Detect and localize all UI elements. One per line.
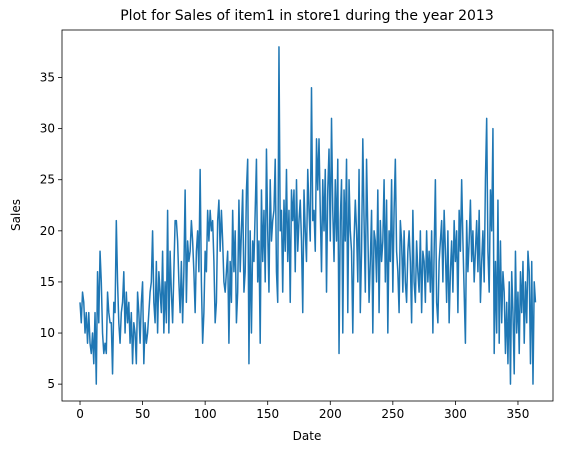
x-tick-label: 250 bbox=[381, 407, 404, 421]
x-tick-label: 350 bbox=[507, 407, 530, 421]
chart-title: Plot for Sales of item1 in store1 during… bbox=[120, 8, 494, 24]
data-line bbox=[79, 46, 537, 385]
plot-frame bbox=[61, 29, 554, 402]
x-tick-label: 0 bbox=[76, 407, 84, 421]
y-tick-label: 10 bbox=[40, 326, 55, 340]
y-tick-label: 35 bbox=[40, 71, 55, 85]
y-axis-label: Sales bbox=[9, 199, 23, 231]
x-tick-label: 200 bbox=[319, 407, 342, 421]
y-tick-label: 15 bbox=[40, 275, 55, 289]
x-tick-label: 150 bbox=[256, 407, 279, 421]
y-tick-label: 30 bbox=[40, 122, 55, 136]
y-tick-label: 25 bbox=[40, 173, 55, 187]
y-tick-label: 20 bbox=[40, 224, 55, 238]
y-tick-label: 5 bbox=[47, 377, 55, 391]
x-tick-label: 300 bbox=[444, 407, 467, 421]
x-tick-label: 100 bbox=[194, 407, 217, 421]
x-axis-label: Date bbox=[293, 429, 322, 443]
x-tick-label: 50 bbox=[135, 407, 150, 421]
